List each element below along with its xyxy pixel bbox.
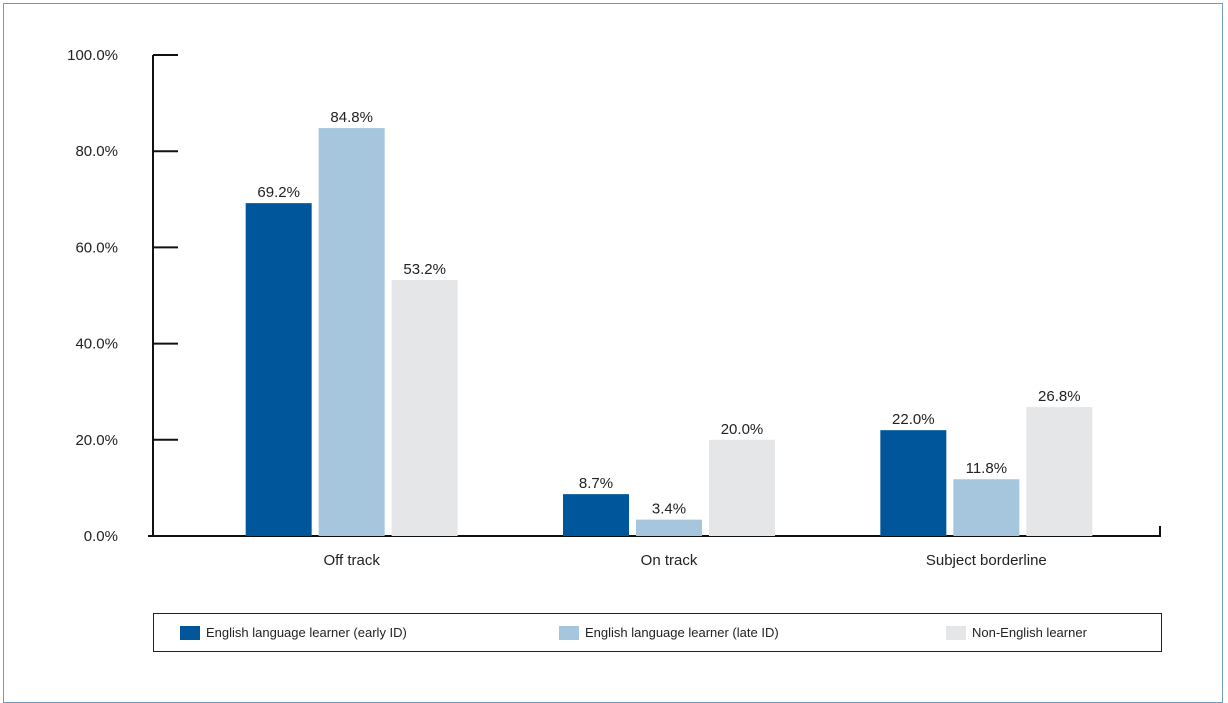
bar-value-label: 84.8%: [330, 109, 373, 126]
y-tick-label: 0.0%: [84, 528, 118, 545]
bar: [563, 494, 629, 536]
y-axis: 0.0% 20.0% 40.0% 60.0% 80.0% 100.0%: [67, 47, 178, 545]
bar-value-label: 20.0%: [721, 421, 764, 438]
bar: [953, 479, 1020, 536]
bar: [391, 280, 458, 536]
x-category-label: On track: [641, 552, 698, 569]
bar-value-label: 26.8%: [1038, 388, 1081, 405]
legend-swatch-late-id: [559, 625, 579, 640]
x-category-label: Off track: [323, 552, 380, 569]
bar-value-label: 3.4%: [652, 501, 686, 518]
bar-value-label: 8.7%: [579, 475, 613, 492]
bar: [1026, 407, 1093, 536]
legend-swatch-non-english: [946, 625, 966, 640]
legend-item-non-english: Non-English learner: [946, 614, 1087, 651]
y-tick-label: 80.0%: [75, 143, 118, 160]
bar-value-label: 22.0%: [892, 411, 935, 428]
x-category-label: Subject borderline: [926, 552, 1047, 569]
legend-swatch-early-id: [180, 625, 200, 640]
data-labels: 69.2% 84.8% 53.2% 8.7% 3.4% 20.0% 22.0% 11.8% 26…: [257, 109, 1080, 518]
bar-value-label: 11.8%: [966, 460, 1007, 477]
legend-label-early-id: English language learner (early ID): [206, 625, 407, 640]
bar-value-label: 69.2%: [257, 184, 300, 201]
legend-label-late-id: English language learner (late ID): [585, 625, 779, 640]
legend-label-non-english: Non-English learner: [972, 625, 1087, 640]
bars: [245, 128, 1093, 536]
bar-value-label: 53.2%: [403, 261, 446, 278]
y-tick-label: 40.0%: [75, 336, 118, 353]
bar: [245, 203, 312, 536]
y-tick-label: 20.0%: [75, 432, 118, 449]
legend-item-early-id: English language learner (early ID): [180, 614, 407, 651]
bar: [709, 439, 775, 536]
legend: English language learner (early ID) Engl…: [153, 613, 1162, 652]
bar: [880, 430, 947, 536]
bar: [636, 519, 702, 536]
y-tick-label: 60.0%: [75, 239, 118, 256]
bar: [318, 128, 385, 536]
legend-item-late-id: English language learner (late ID): [559, 614, 779, 651]
y-tick-label: 100.0%: [67, 47, 118, 64]
